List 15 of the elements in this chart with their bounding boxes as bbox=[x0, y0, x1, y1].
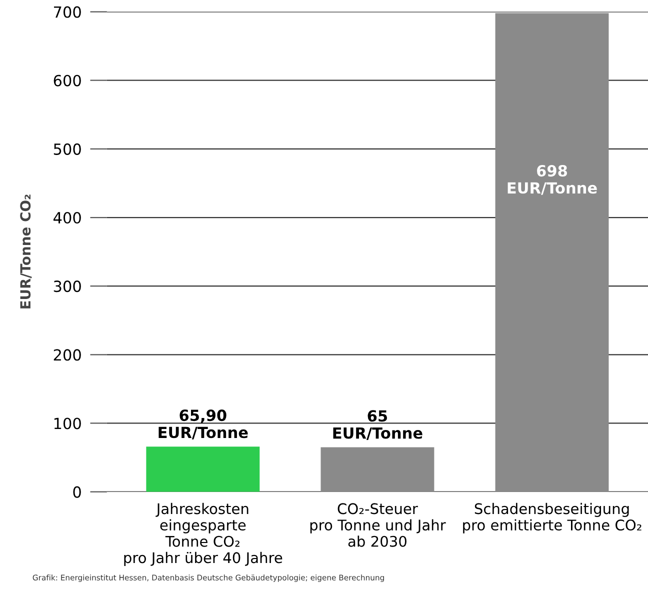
y-tick-label: 600 bbox=[54, 74, 81, 86]
y-tick-label: 200 bbox=[54, 349, 81, 361]
y-tick-label: 400 bbox=[54, 212, 81, 224]
y-tick-label: 0 bbox=[73, 486, 81, 498]
y-tick-label: 700 bbox=[54, 6, 81, 18]
x-tick-label: Jahreskosten eingesparte Tonne CO₂ pro Jahr über 40 Jahre bbox=[124, 502, 282, 566]
data-label: 698 EUR/Tonne bbox=[508, 165, 597, 195]
data-label: 65 EUR/Tonne bbox=[333, 410, 422, 440]
x-tick-label: CO₂-Steuer pro Tonne und Jahr ab 2030 bbox=[310, 503, 446, 547]
y-tick-label: 300 bbox=[54, 280, 81, 292]
x-tick-label: Schadensbeseitigung pro emittierte Tonne CO₂ bbox=[463, 502, 642, 534]
y-axis-title: EUR/Tonne CO₂ bbox=[20, 194, 32, 308]
y-tick-label: 100 bbox=[54, 418, 81, 430]
data-label: 65,90 EUR/Tonne bbox=[158, 410, 248, 440]
y-tick-label: 500 bbox=[54, 143, 81, 155]
